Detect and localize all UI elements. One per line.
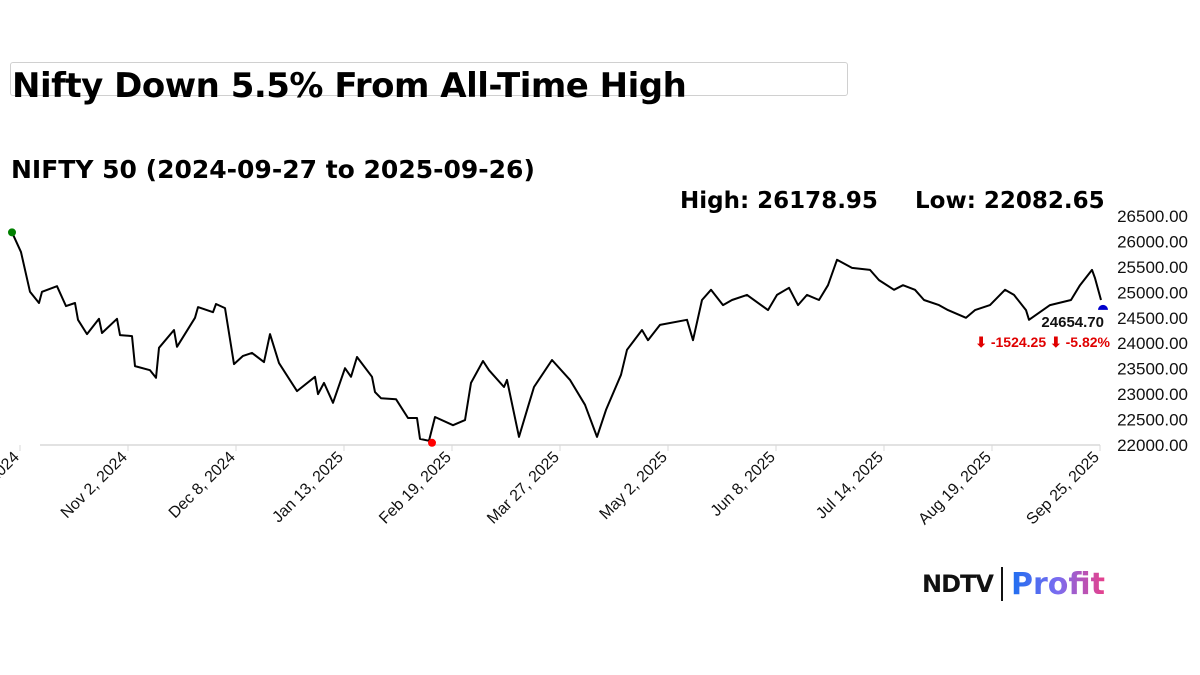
series-line xyxy=(11,231,1102,442)
low-label: Low: 22082.65 xyxy=(915,188,1105,214)
y-tick-label: 26500.00 xyxy=(1117,207,1188,226)
x-tick-label: May 2, 2025 xyxy=(597,449,671,523)
x-tick-label: Feb 19, 2025 xyxy=(376,449,455,528)
y-tick-label: 26000.00 xyxy=(1117,232,1188,251)
x-tick-label: Jun 8, 2025 xyxy=(708,449,779,520)
logo-ndtv: NDTV xyxy=(922,570,994,598)
y-tick-label: 24000.00 xyxy=(1117,334,1188,353)
x-tick-label: Sep 27, 2024 xyxy=(0,449,23,528)
x-tick-label: Jul 14, 2025 xyxy=(813,449,887,523)
x-tick-label: Jan 13, 2025 xyxy=(269,449,347,527)
chart-subtitle: NIFTY 50 (2024-09-27 to 2025-09-26) xyxy=(11,155,535,184)
ndtv-profit-logo: NDTV Profit xyxy=(922,566,1105,602)
logo-divider xyxy=(1000,567,1003,601)
title-box xyxy=(10,62,848,96)
high-marker xyxy=(8,228,16,237)
y-tick-label: 25000.00 xyxy=(1117,283,1188,302)
y-tick-label: 25500.00 xyxy=(1117,258,1188,277)
low-marker xyxy=(428,438,436,447)
high-label: High: 26178.95 xyxy=(680,188,878,214)
change-label: ⬇ -1524.25 ⬇ -5.82% xyxy=(975,334,1110,350)
last-marker xyxy=(1098,304,1108,310)
last-value-label: 24654.70 xyxy=(1041,314,1104,331)
y-tick-label: 22500.00 xyxy=(1117,411,1188,430)
x-tick-label: Dec 8, 2024 xyxy=(166,449,239,522)
y-tick-label: 22000.00 xyxy=(1117,436,1188,455)
y-tick-label: 23500.00 xyxy=(1117,360,1188,379)
page-title: Nifty Down 5.5% From All-Time High xyxy=(12,66,687,106)
x-tick-label: Mar 27, 2025 xyxy=(484,449,563,528)
y-tick-label: 24500.00 xyxy=(1117,309,1188,328)
x-tick-label: Sep 25, 2025 xyxy=(1023,449,1102,528)
x-tick-label: Aug 19, 2025 xyxy=(915,449,994,528)
y-tick-label: 23000.00 xyxy=(1117,385,1188,404)
logo-profit: Profit xyxy=(1010,566,1105,602)
x-tick-label: Nov 2, 2024 xyxy=(58,449,131,522)
